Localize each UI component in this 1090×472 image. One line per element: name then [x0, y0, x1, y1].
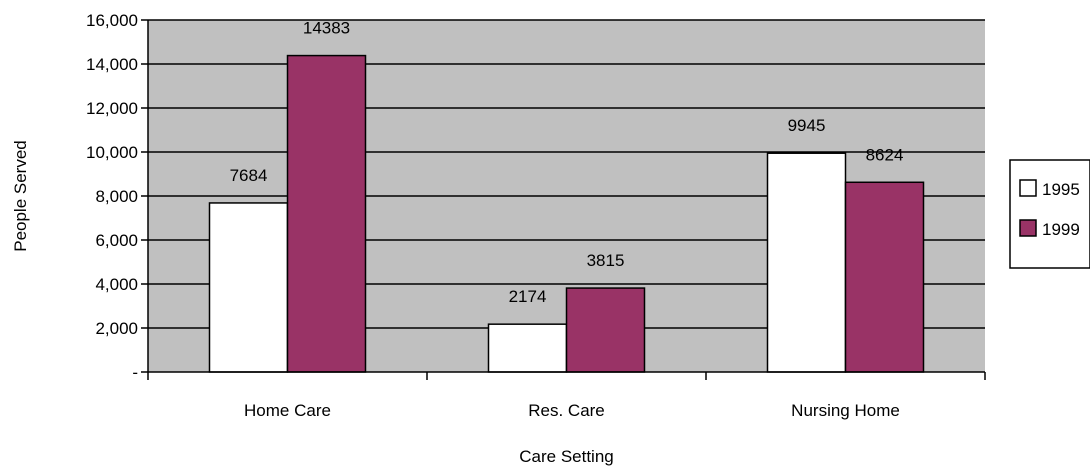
bar-1995-2 — [766, 152, 847, 373]
y-tick-label: 14,000 — [86, 55, 138, 74]
data-label: 3815 — [587, 251, 625, 270]
x-axis-labels: Home Care Res. Care Nursing Home — [244, 401, 900, 420]
y-axis-ticks: - 2,000 4,000 6,000 8,000 10,000 12,000 14,000 1… — [86, 11, 148, 382]
bar-1999-0 — [286, 54, 367, 373]
x-tick-label: Home Care — [244, 401, 331, 420]
y-tick-label: 6,000 — [95, 231, 138, 250]
legend: 1995 1999 — [1009, 159, 1090, 269]
x-axis-title: Care Setting — [519, 447, 614, 466]
legend-label-1995: 1995 — [1042, 180, 1080, 199]
legend-label-1999: 1999 — [1042, 220, 1080, 239]
y-tick-label: 2,000 — [95, 319, 138, 338]
bars — [208, 54, 925, 373]
y-tick-label: 8,000 — [95, 187, 138, 206]
bar-1999-2 — [844, 181, 925, 373]
y-tick-label: 10,000 — [86, 143, 138, 162]
x-tick-label: Nursing Home — [791, 401, 900, 420]
bar-1999-1 — [565, 287, 646, 373]
y-tick-label: 4,000 — [95, 275, 138, 294]
data-label: 14383 — [303, 19, 350, 38]
data-label: 2174 — [509, 287, 547, 306]
data-label: 7684 — [230, 166, 268, 185]
data-label: 9945 — [788, 116, 826, 135]
y-tick-label: 16,000 — [86, 11, 138, 30]
y-tick-label: - — [132, 363, 138, 382]
legend-swatch-1995 — [1019, 179, 1037, 197]
bar-1995-1 — [487, 323, 568, 373]
legend-swatch-1999 — [1019, 219, 1037, 237]
data-label: 8624 — [866, 145, 904, 164]
bar-1995-0 — [208, 202, 289, 373]
data-labels: 7684 14383 2174 3815 9945 8624 — [230, 19, 904, 307]
x-tick-label: Res. Care — [528, 401, 605, 420]
y-axis-title: People Served — [11, 140, 30, 252]
legend-box — [1009, 159, 1090, 269]
y-tick-label: 12,000 — [86, 99, 138, 118]
